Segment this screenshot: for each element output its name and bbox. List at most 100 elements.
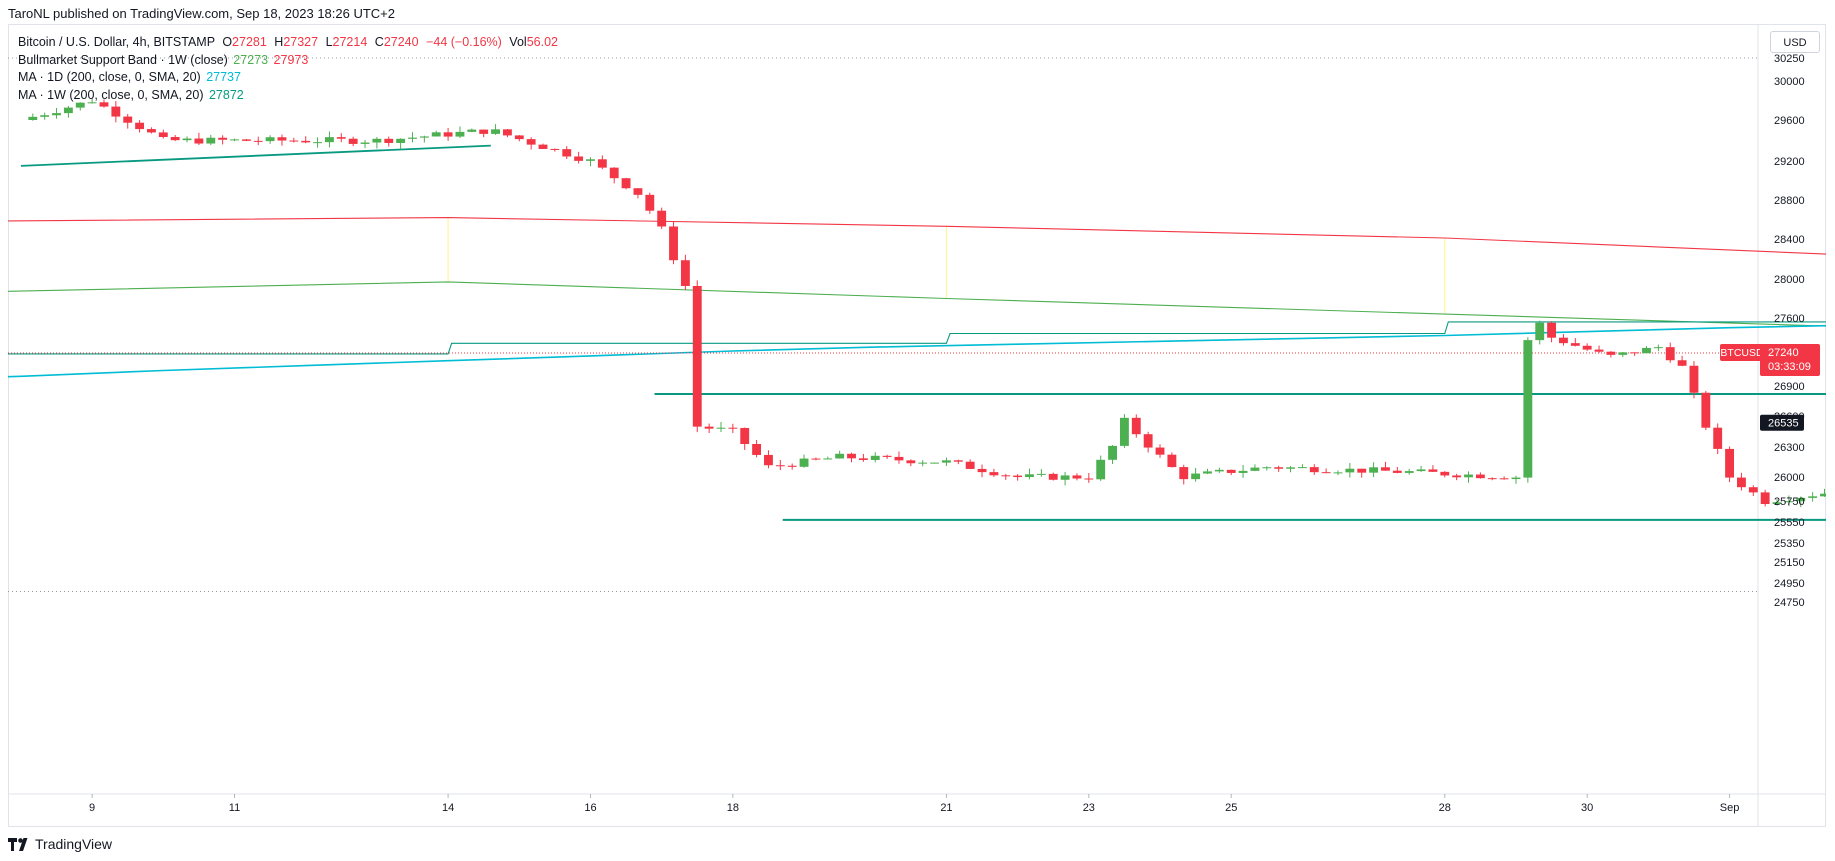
candle-body (1392, 470, 1402, 473)
candle-body (752, 443, 762, 455)
candle-body (1784, 501, 1794, 503)
bsb-sma-value: 27273 (233, 52, 269, 67)
candle-body (1179, 467, 1189, 480)
candle-body (1440, 471, 1450, 476)
candle-body (396, 138, 406, 143)
price-tick-label: 25550 (1774, 517, 1805, 529)
symbol-title[interactable]: Bitcoin / U.S. Dollar, 4h, BITSTAMP (18, 35, 215, 49)
candle-body (170, 137, 180, 141)
candle-body (1108, 445, 1117, 460)
candle-body (1677, 360, 1687, 366)
candle-body (799, 458, 809, 467)
price-tick-label: 28800 (1774, 195, 1805, 207)
candles (28, 98, 1826, 508)
candle-body (360, 142, 370, 144)
candle-body (526, 139, 536, 145)
time-tick-label: Sep (1720, 802, 1740, 814)
candle-body (977, 468, 987, 473)
candle-body (1653, 347, 1663, 349)
chart-legend: Bitcoin / U.S. Dollar, 4h, BITSTAMP O272… (18, 34, 558, 104)
candle-body (1689, 365, 1699, 393)
high-label: H (274, 35, 284, 49)
legend-ma1d-row[interactable]: MA · 1D (200, close, 0, SMA, 20) 27737 (18, 69, 558, 87)
candle-body (372, 138, 382, 143)
time-tick-label: 28 (1439, 802, 1451, 814)
candle-body (621, 178, 631, 189)
candle-body (1309, 467, 1319, 473)
open-value: 27281 (232, 35, 267, 49)
candle-body (811, 458, 821, 460)
tradingview-logo[interactable]: TradingView (8, 836, 112, 852)
candle-body (1511, 477, 1521, 480)
candle-body (1725, 448, 1734, 478)
legend-bsb-row[interactable]: Bullmarket Support Band · 1W (close) 272… (18, 52, 558, 70)
candle-body (787, 465, 797, 467)
candle-body (1013, 475, 1023, 478)
low-label: L (325, 35, 333, 49)
candle-body (194, 138, 204, 144)
candle-body (1155, 447, 1165, 455)
candle-body (1570, 343, 1580, 346)
chart-frame (8, 24, 1826, 827)
price-tick-label: 28400 (1774, 234, 1805, 246)
time-tick-label: 18 (727, 802, 739, 814)
currency-button[interactable]: USD (1770, 31, 1820, 53)
close-label: C (374, 35, 384, 49)
price-chart[interactable]: 30250 30000 29600 29200 28800 28400 28000 27600… (8, 24, 1826, 827)
price-axis: 30250 30000 29600 29200 28800 28400 28000 27600… (1774, 53, 1805, 609)
candle-body (1321, 472, 1331, 474)
candle-body (1594, 349, 1604, 352)
volume-label: Vol (509, 35, 527, 49)
candle-body (882, 455, 892, 457)
candle-body (455, 131, 465, 137)
candle-body (241, 139, 251, 141)
candle-body (182, 138, 192, 141)
candle-body (1203, 471, 1212, 474)
chart-grid (8, 24, 1826, 827)
price-tick-label: 24750 (1774, 597, 1805, 609)
crosshair-price-tag (1760, 414, 1804, 431)
time-tick-label: 16 (584, 802, 596, 814)
candle-body (1808, 496, 1818, 498)
candle-body (728, 427, 738, 429)
legend-ma1w-row[interactable]: MA · 1W (200, close, 0, SMA, 20) 27872 (18, 87, 558, 105)
candle-body (75, 102, 85, 108)
candle-body (384, 138, 394, 143)
candle-body (764, 454, 773, 466)
price-tick-label: 30000 (1774, 76, 1805, 88)
bsb-indicator-name: Bullmarket Support Band · 1W (close) (18, 52, 228, 67)
candle-body (1036, 473, 1046, 475)
candle-body (716, 427, 726, 429)
candle-body (858, 458, 868, 460)
ma1d-indicator-name: MA · 1D (200, close, 0, SMA, 20) (18, 70, 201, 84)
price-tick-label: 25350 (1774, 538, 1805, 550)
price-tags: BTCUSD 27240 03:33:09 26535 (1720, 343, 1820, 431)
candle-body (1428, 469, 1438, 472)
price-tick-label: 25150 (1774, 557, 1805, 569)
candle-body (514, 135, 524, 140)
candle-body (1796, 497, 1806, 502)
crosshair-price-value: 26535 (1768, 418, 1799, 430)
candle-body (313, 142, 322, 144)
time-tick-label: 21 (940, 802, 952, 814)
candle-body (1238, 470, 1248, 473)
candle-body (586, 159, 595, 161)
candle-body (740, 427, 750, 444)
candle-body (1214, 469, 1224, 472)
ma1w-indicator-name: MA · 1W (200, close, 0, SMA, 20) (18, 87, 204, 102)
candle-body (953, 460, 963, 462)
candle-body (324, 137, 334, 143)
time-tick-label: 25 (1225, 802, 1237, 814)
candle-body (1262, 467, 1272, 469)
candle-body (692, 285, 702, 427)
candle-body (87, 102, 97, 104)
candle-body (942, 460, 951, 463)
candle-body (28, 116, 38, 120)
price-tick-label: 29600 (1774, 115, 1805, 127)
ma1w-value: 27872 (208, 87, 244, 102)
candle-body (669, 226, 678, 261)
candle-body (1499, 478, 1509, 480)
candle-body (930, 462, 940, 464)
candle-body (1167, 454, 1177, 468)
candle-body (336, 137, 346, 139)
